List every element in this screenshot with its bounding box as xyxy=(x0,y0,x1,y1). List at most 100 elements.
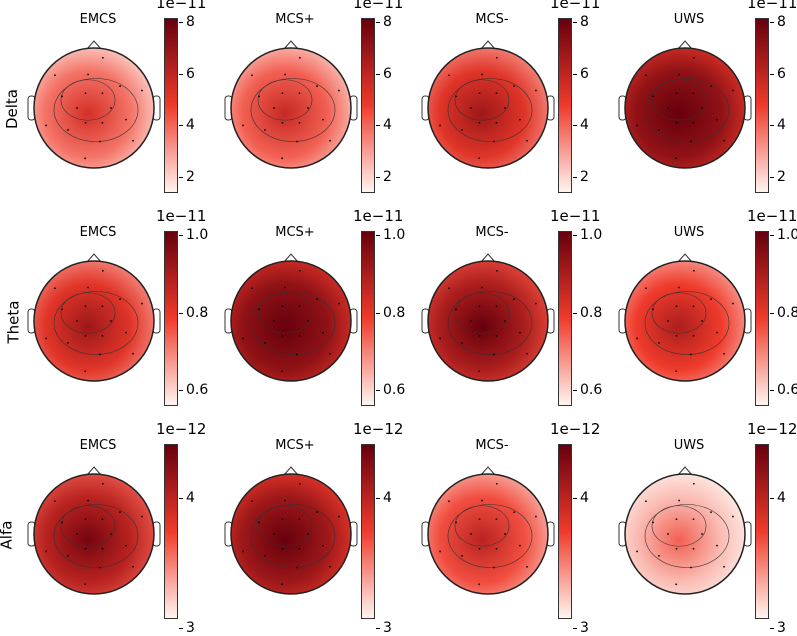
sensor-dot xyxy=(84,305,87,308)
topomap-cell: UWS 1e−12 4 3 xyxy=(611,420,797,636)
colorbar-tick-label: 6 xyxy=(376,66,413,82)
colorbar-tick-label: 3 xyxy=(770,620,797,636)
nose-outline xyxy=(480,40,496,50)
sensor-dot xyxy=(281,334,284,337)
contour-line xyxy=(454,505,510,547)
sensor-dot xyxy=(455,308,457,311)
sensor-dot xyxy=(710,298,712,301)
sensor-dot xyxy=(692,518,695,521)
nose-outline xyxy=(283,466,299,476)
sensor-dot xyxy=(298,56,301,59)
contour-line xyxy=(60,79,116,121)
sensor-dot xyxy=(87,73,89,76)
colorbar xyxy=(361,444,375,619)
sensor-dot xyxy=(84,334,87,337)
sensor-dot xyxy=(296,353,298,356)
sensor-dot xyxy=(101,121,104,124)
map-title: MCS- xyxy=(475,12,509,27)
sensor-dot xyxy=(667,320,669,322)
sensor-dot xyxy=(322,544,324,547)
sensor-dot xyxy=(101,305,104,308)
sensor-dot xyxy=(495,92,498,95)
nose-outline xyxy=(86,253,102,263)
contour-line xyxy=(644,504,730,568)
sensor-dot xyxy=(636,550,638,553)
sensor-dot xyxy=(636,337,638,340)
sensor-dot xyxy=(692,482,695,485)
sensor-dot xyxy=(493,566,495,569)
sensor-dot xyxy=(101,269,104,272)
colorbar-tick-label: 8 xyxy=(770,14,797,30)
colorbar xyxy=(755,231,769,406)
sensor-dot xyxy=(732,302,734,305)
sensor-dot xyxy=(298,482,301,485)
colorbar-tick-label: 4 xyxy=(770,490,797,506)
sensor-dot xyxy=(732,515,734,518)
colorbar-tick-label: 0.8 xyxy=(770,305,797,321)
sensor-dot xyxy=(667,533,669,535)
sensor-dot xyxy=(481,499,483,502)
colorbar-tick-label: 8 xyxy=(376,14,413,30)
sensor-dot xyxy=(284,499,286,502)
colorbar-tick-label: 0.8 xyxy=(179,305,216,321)
sensor-dot xyxy=(54,500,56,503)
sensor-dot xyxy=(264,128,266,131)
colorbar-scale: 1e−12 xyxy=(550,420,601,438)
sensor-dot xyxy=(645,287,647,290)
sensor-dot xyxy=(110,107,112,109)
sensor-dot xyxy=(716,544,718,547)
sensor-dot xyxy=(495,482,498,485)
sensor-dot xyxy=(478,518,481,521)
contour-line xyxy=(250,504,336,568)
sensor-dot xyxy=(732,89,734,92)
sensor-dot xyxy=(478,370,481,373)
sensor-dot xyxy=(658,341,660,344)
sensor-dot xyxy=(667,107,669,109)
colorbar-tick-label: 3 xyxy=(573,620,610,636)
colorbar-scale: 1e−11 xyxy=(550,0,601,12)
sensor-dot xyxy=(99,353,101,356)
sensor-dot xyxy=(513,298,515,301)
topomap-cell: MCS- 1e−12 4 3 xyxy=(414,420,604,636)
head-disk xyxy=(230,260,352,382)
sensor-dot xyxy=(307,533,309,535)
sensor-dot xyxy=(296,566,298,569)
head-disk xyxy=(230,473,352,595)
map-title: MCS+ xyxy=(275,225,315,240)
sensor-dot xyxy=(461,128,463,131)
head-disk xyxy=(230,47,352,169)
sensor-dot xyxy=(658,554,660,557)
sensor-dot xyxy=(61,521,63,524)
sensor-dot xyxy=(125,544,127,547)
sensor-dot xyxy=(54,287,56,290)
sensor-dot xyxy=(119,298,121,301)
contour-line xyxy=(454,79,510,121)
sensor-dot xyxy=(84,92,87,95)
sensor-dot xyxy=(281,92,284,95)
colorbar-tick-label: 4 xyxy=(376,117,413,133)
contour-line xyxy=(257,292,313,334)
sensor-dot xyxy=(535,302,537,305)
topomap-cell: MCS- 1e−11 1.0 0.8 0.6 xyxy=(414,207,604,418)
sensor-dot xyxy=(461,554,463,557)
sensor-dot xyxy=(701,107,703,109)
sensor-dot xyxy=(710,511,712,514)
head-disk xyxy=(33,260,155,382)
sensor-dot xyxy=(692,334,695,337)
sensor-dot xyxy=(658,128,660,131)
sensor-dot xyxy=(329,565,331,568)
colorbar-tick-label: 6 xyxy=(573,66,610,82)
head-topomap xyxy=(27,466,161,595)
colorbar-tick-label: 2 xyxy=(770,169,797,185)
head-disk xyxy=(427,47,549,169)
sensor-dot xyxy=(645,500,647,503)
sensor-dot xyxy=(526,565,528,568)
sensor-dot xyxy=(710,85,712,88)
sensor-dot xyxy=(338,89,340,92)
colorbar xyxy=(755,18,769,193)
head-topomap xyxy=(224,466,358,595)
sensor-dot xyxy=(296,140,298,143)
colorbar-tick-label: 6 xyxy=(179,66,216,82)
sensor-dot xyxy=(678,286,680,289)
sensor-dot xyxy=(723,565,725,568)
